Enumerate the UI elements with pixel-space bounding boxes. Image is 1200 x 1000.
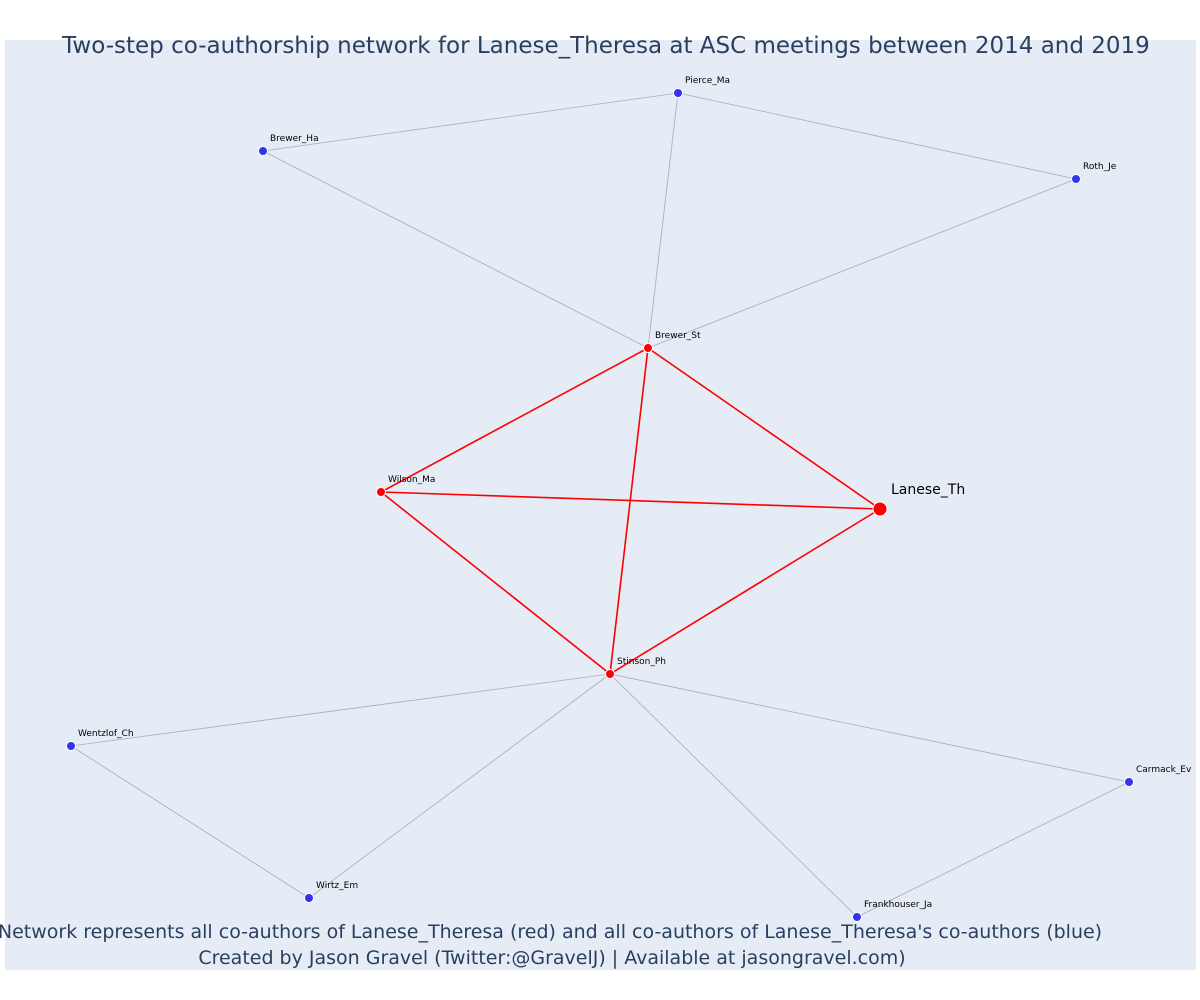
node-label-Brewer_Ha: Brewer_Ha (270, 134, 319, 144)
nodes-layer (66, 88, 1134, 922)
edge-Stinson_Ph-Wirtz_Em (308, 673, 611, 899)
node-label-Carmack_Ev: Carmack_Ev (1136, 765, 1192, 775)
edge-Roth_Je-Brewer_St (647, 178, 1077, 349)
node-Brewer_Ha[interactable] (258, 146, 268, 156)
node-Frankhouser_Ja[interactable] (852, 912, 862, 922)
edge-Wilson_Ma-Lanese_Th (380, 491, 881, 510)
node-label-Wentzlof_Ch: Wentzlof_Ch (78, 729, 134, 739)
edge-Stinson_Ph-Frankhouser_Ja (609, 673, 858, 918)
node-label-Lanese_Th: Lanese_Th (891, 482, 965, 498)
edge-Wentzlof_Ch-Wirtz_Em (70, 745, 310, 899)
footer-line-2: Created by Jason Gravel (Twitter:@Gravel… (198, 947, 905, 969)
edge-Brewer_St-Lanese_Th (647, 347, 881, 510)
edge-Stinson_Ph-Wentzlof_Ch (70, 673, 611, 747)
node-Stinson_Ph[interactable] (605, 669, 615, 679)
node-label-Wilson_Ma: Wilson_Ma (388, 475, 435, 485)
node-Carmack_Ev[interactable] (1124, 777, 1134, 787)
edge-Pierce_Ma-Roth_Je (677, 92, 1077, 180)
footer-line-1: Network represents all co-authors of Lan… (0, 921, 1102, 943)
node-label-Stinson_Ph: Stinson_Ph (617, 657, 666, 667)
node-Brewer_St[interactable] (643, 343, 653, 353)
edge-Stinson_Ph-Carmack_Ev (609, 673, 1130, 783)
node-label-Pierce_Ma: Pierce_Ma (685, 76, 730, 86)
node-label-Brewer_St: Brewer_St (655, 331, 701, 341)
labels-layer: Lanese_Th Brewer_St Wilson_Ma Stinson_Ph Pie… (78, 76, 1192, 910)
edge-Wilson_Ma-Stinson_Ph (380, 491, 611, 675)
node-Wentzlof_Ch[interactable] (66, 741, 76, 751)
edge-Brewer_St-Wilson_Ma (380, 347, 649, 493)
node-label-Frankhouser_Ja: Frankhouser_Ja (864, 900, 932, 910)
node-Pierce_Ma[interactable] (673, 88, 683, 98)
edge-Brewer_Ha-Brewer_St (262, 150, 649, 349)
edge-Stinson_Ph-Lanese_Th (609, 508, 881, 675)
edge-Brewer_Ha-Pierce_Ma (262, 92, 679, 152)
node-Lanese_Th[interactable] (872, 501, 888, 517)
plot-background (5, 40, 1196, 970)
node-label-Roth_Je: Roth_Je (1083, 162, 1117, 172)
edge-Pierce_Ma-Brewer_St (647, 92, 679, 349)
chart-title: Two-step co-authorship network for Lanes… (61, 33, 1150, 59)
edges-layer (70, 92, 1130, 918)
edge-Brewer_St-Stinson_Ph (609, 347, 649, 675)
node-Wilson_Ma[interactable] (376, 487, 386, 497)
node-label-Wirtz_Em: Wirtz_Em (316, 881, 358, 891)
edge-Frankhouser_Ja-Carmack_Ev (856, 781, 1130, 918)
node-Wirtz_Em[interactable] (304, 893, 314, 903)
node-Roth_Je[interactable] (1071, 174, 1081, 184)
